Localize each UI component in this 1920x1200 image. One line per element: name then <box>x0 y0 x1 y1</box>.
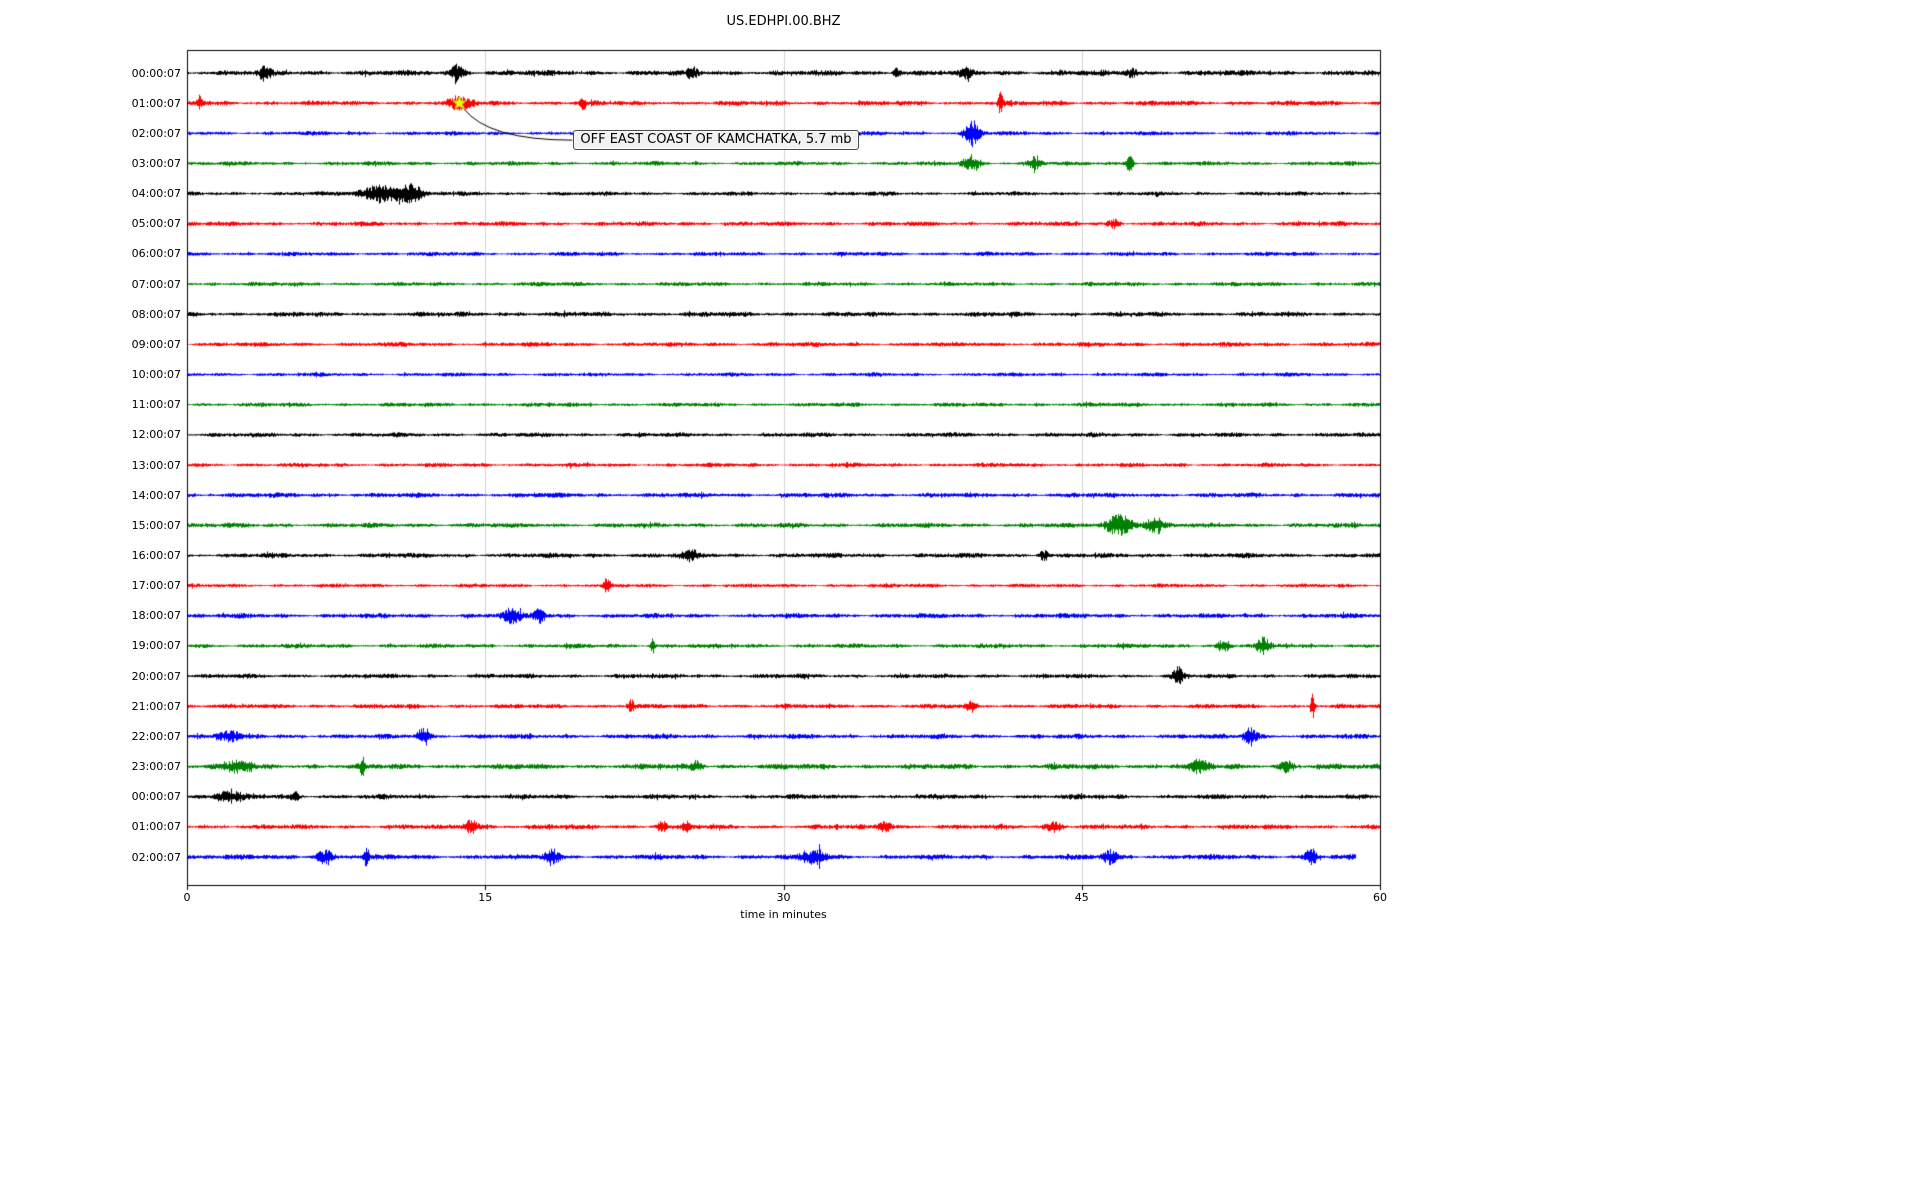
event-annotation: OFF EAST COAST OF KAMCHATKA, 5.7 mb <box>573 130 859 151</box>
x-axis-label: time in minutes <box>740 908 827 921</box>
chart-title: US.EDHPI.00.BHZ <box>726 14 841 29</box>
